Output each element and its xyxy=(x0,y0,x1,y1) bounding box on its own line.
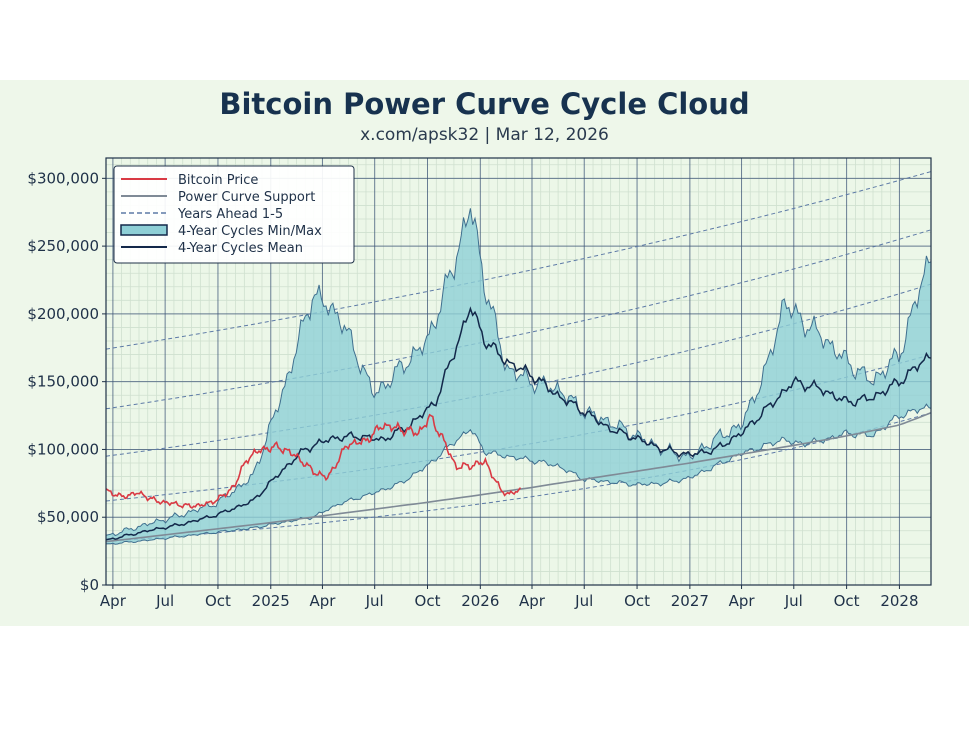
x-tick-label: Oct xyxy=(415,592,441,610)
legend-label-support: Power Curve Support xyxy=(178,190,315,205)
cycle-mean xyxy=(105,306,932,541)
cloud-max-line xyxy=(105,208,932,537)
y-tick-label: $250,000 xyxy=(27,237,99,255)
y-tick-label: $100,000 xyxy=(27,440,99,458)
y-tick-label: $200,000 xyxy=(27,305,99,323)
x-tick-label: Oct xyxy=(834,592,860,610)
x-tick-label: Jul xyxy=(155,592,174,610)
bitcoin-price xyxy=(105,413,522,509)
plot-frame xyxy=(105,157,932,586)
mean-line xyxy=(105,306,932,541)
legend-label-cloud: 4-Year Cycles Min/Max xyxy=(178,224,322,239)
y-tick-label: $300,000 xyxy=(27,169,99,187)
cycle-cloud xyxy=(105,208,932,545)
x-tick-label: Apr xyxy=(309,592,336,610)
x-tick-label: Jul xyxy=(784,592,803,610)
x-tick-label: 2027 xyxy=(671,592,709,610)
x-tick-label: 2025 xyxy=(252,592,290,610)
x-tick-label: Jul xyxy=(365,592,384,610)
years-ahead-line-4 xyxy=(105,229,932,410)
x-tick-label: Apr xyxy=(729,592,756,610)
x-tick-label: Apr xyxy=(100,592,127,610)
years-ahead-line-5 xyxy=(105,171,932,350)
x-tick-label: 2028 xyxy=(880,592,918,610)
y-tick-label: $150,000 xyxy=(27,373,99,391)
years-ahead-line-1 xyxy=(105,412,932,543)
x-tick-label: Oct xyxy=(205,592,231,610)
legend-box xyxy=(113,165,355,264)
y-tick-label: $50,000 xyxy=(37,508,99,526)
y-axis: $0 $50,000 $100,000 $150,000 $200,000 $250,00… xyxy=(27,169,106,594)
chart-subtitle: x.com/apsk32 | Mar 12, 2026 xyxy=(360,125,609,145)
legend-label-years-ahead: Years Ahead 1-5 xyxy=(177,207,283,222)
x-tick-label: 2026 xyxy=(461,592,499,610)
legend-label-price: Bitcoin Price xyxy=(178,173,258,188)
x-axis: Apr Jul Oct 2025 Apr Jul Oct 2026 Apr Jul Oct 2027 A… xyxy=(100,585,919,610)
legend-swatch-cloud xyxy=(120,224,168,236)
price-line xyxy=(105,413,522,509)
x-tick-label: Apr xyxy=(519,592,546,610)
legend: Bitcoin Price Power Curve Support Years Ah… xyxy=(113,165,355,264)
y-tick-label: $0 xyxy=(80,576,99,594)
cloud-min-line xyxy=(105,403,932,545)
x-tick-label: Jul xyxy=(574,592,593,610)
cloud-band xyxy=(106,208,931,545)
chart-title: Bitcoin Power Curve Cycle Cloud xyxy=(219,87,750,121)
legend-label-mean: 4-Year Cycles Mean xyxy=(178,241,303,256)
x-tick-label: Oct xyxy=(624,592,650,610)
